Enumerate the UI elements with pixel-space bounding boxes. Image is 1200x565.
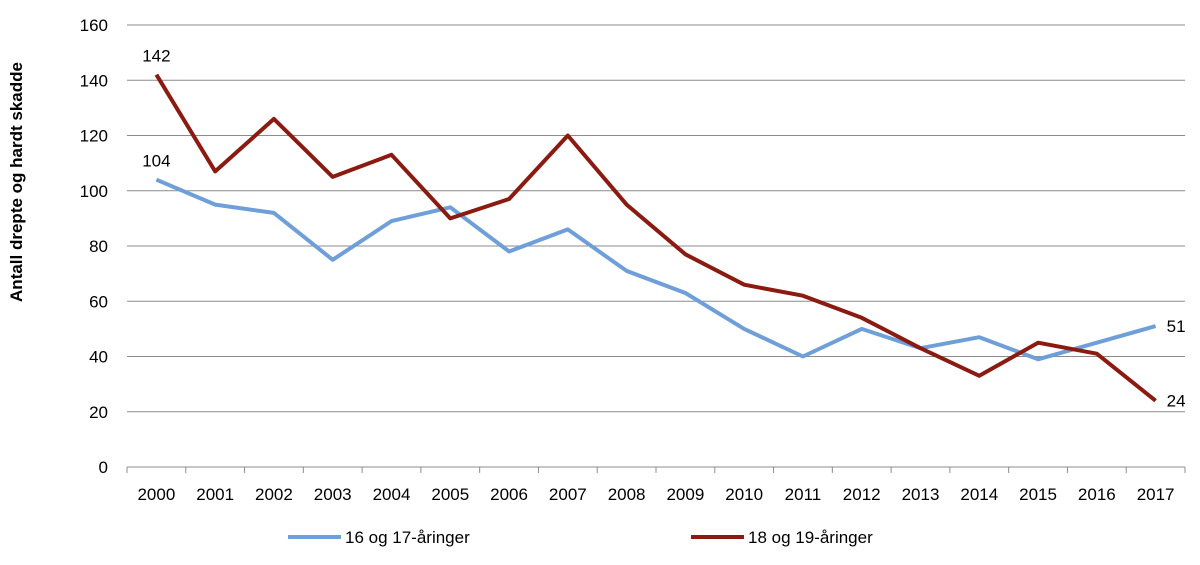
x-tick-label: 2015 xyxy=(1019,485,1057,504)
x-tick-label: 2016 xyxy=(1078,485,1116,504)
y-tick-label: 40 xyxy=(89,348,108,367)
data-label: 104 xyxy=(142,152,170,171)
series-line-2 xyxy=(154,73,1157,403)
x-tick-label: 2004 xyxy=(373,485,411,504)
data-label: 51 xyxy=(1167,317,1186,336)
axes: 0 20 40 60 80 100 120 140 160 2000 2001 2002 2003 200… xyxy=(80,16,1186,504)
series-lines xyxy=(154,73,1157,403)
grid-lines xyxy=(127,24,1185,413)
x-tick-label: 2005 xyxy=(431,485,469,504)
x-tick-label: 2001 xyxy=(196,485,234,504)
x-tick-label: 2012 xyxy=(843,485,881,504)
data-label: 24 xyxy=(1167,392,1186,411)
x-tick-label: 2013 xyxy=(902,485,940,504)
y-tick-label: 120 xyxy=(80,127,108,146)
legend-label: 18 og 19-åringer xyxy=(748,528,873,547)
x-tick-label: 2002 xyxy=(255,485,293,504)
y-tick-label: 160 xyxy=(80,16,108,35)
legend: 16 og 17-åringer 18 og 19-åringer xyxy=(288,528,873,547)
x-tick-label: 2017 xyxy=(1137,485,1175,504)
y-tick-label: 20 xyxy=(89,403,108,422)
y-tick-label: 140 xyxy=(80,71,108,90)
series-line-1 xyxy=(155,177,1157,362)
x-tick-label: 2011 xyxy=(785,485,822,504)
legend-label: 16 og 17-åringer xyxy=(345,528,470,547)
data-labels: 104 51 142 24 xyxy=(142,47,1185,411)
x-tick-label: 2014 xyxy=(960,485,998,504)
data-label: 142 xyxy=(142,47,170,66)
y-tick-label: 80 xyxy=(89,237,108,256)
x-tick-label: 2006 xyxy=(490,485,528,504)
x-tick-label: 2007 xyxy=(549,485,587,504)
x-tick-label: 2000 xyxy=(137,485,175,504)
y-tick-label: 100 xyxy=(80,182,108,201)
y-tick-label: 0 xyxy=(99,458,108,477)
y-tick-label: 60 xyxy=(89,292,108,311)
x-tick-label: 2009 xyxy=(666,485,704,504)
x-tick-label: 2003 xyxy=(314,485,352,504)
x-tick-label: 2010 xyxy=(725,485,763,504)
x-tick-label: 2008 xyxy=(608,485,646,504)
y-axis-title: Antall drepte og hardt skadde xyxy=(7,62,26,302)
